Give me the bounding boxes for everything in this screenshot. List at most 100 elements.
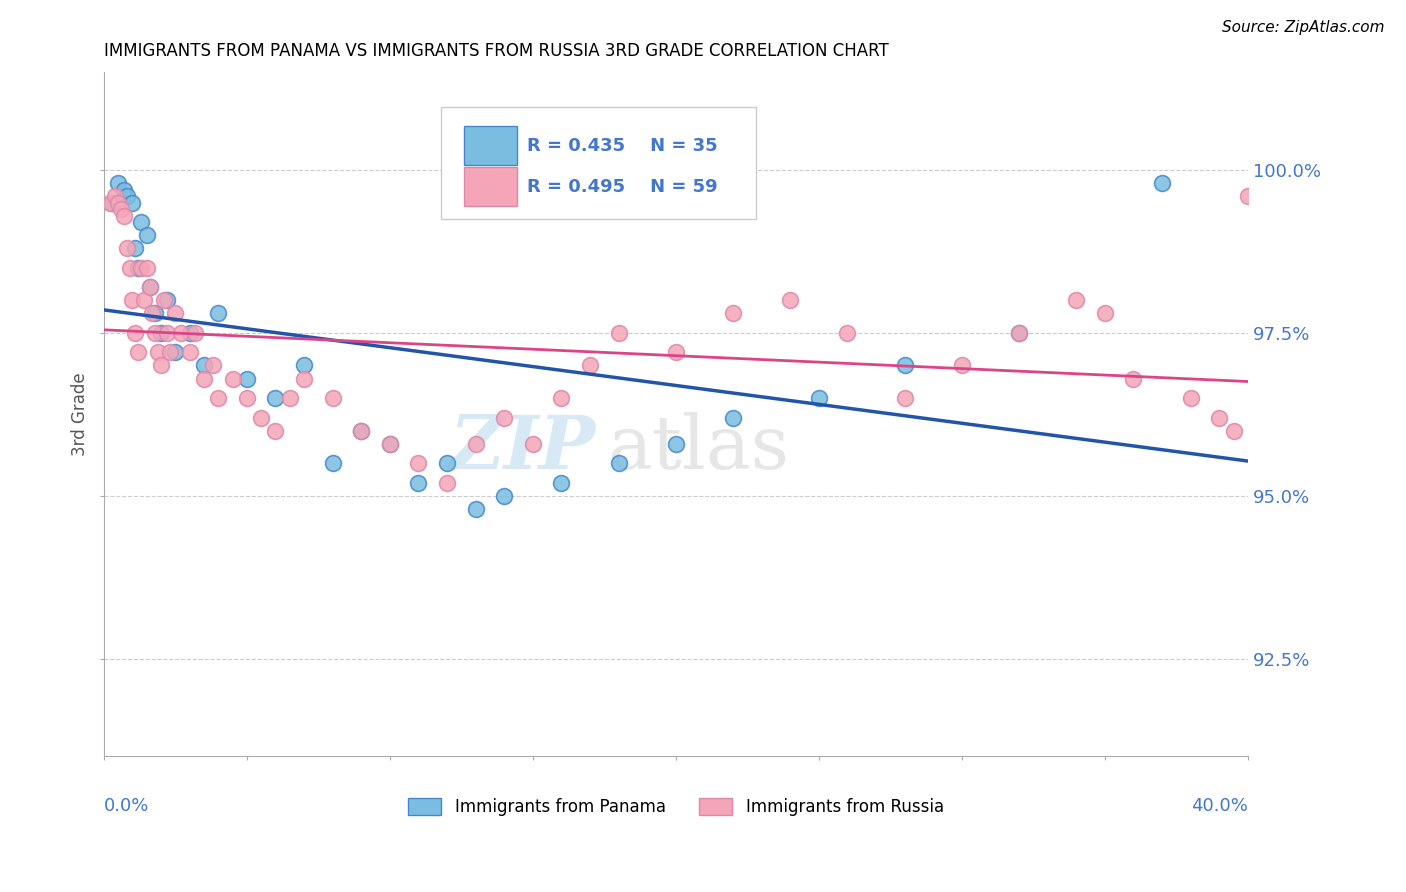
Point	[107, 176, 129, 190]
Point	[179, 345, 201, 359]
Point	[170, 326, 193, 340]
Point	[579, 359, 602, 373]
Point	[464, 436, 486, 450]
FancyBboxPatch shape	[464, 168, 517, 206]
Point	[665, 436, 688, 450]
Text: atlas: atlas	[607, 412, 789, 485]
Point	[124, 241, 146, 255]
Point	[121, 293, 143, 308]
Point	[807, 391, 830, 405]
Point	[127, 345, 149, 359]
Point	[1237, 189, 1260, 203]
Point	[408, 475, 430, 490]
Point	[607, 326, 630, 340]
Point	[179, 326, 201, 340]
Text: R = 0.435    N = 35: R = 0.435 N = 35	[527, 136, 717, 154]
Point	[408, 456, 430, 470]
Text: IMMIGRANTS FROM PANAMA VS IMMIGRANTS FROM RUSSIA 3RD GRADE CORRELATION CHART: IMMIGRANTS FROM PANAMA VS IMMIGRANTS FRO…	[104, 42, 889, 60]
Point	[950, 359, 973, 373]
FancyBboxPatch shape	[464, 127, 517, 165]
Point	[193, 359, 215, 373]
Point	[118, 260, 141, 275]
Point	[121, 195, 143, 210]
Point	[143, 326, 166, 340]
Point	[436, 456, 458, 470]
Point	[138, 280, 160, 294]
Point	[193, 371, 215, 385]
Point	[107, 195, 129, 210]
Point	[278, 391, 301, 405]
Point	[1208, 410, 1230, 425]
Point	[1150, 176, 1173, 190]
Point	[115, 189, 138, 203]
Point	[141, 306, 163, 320]
Point	[550, 475, 572, 490]
Point	[207, 306, 229, 320]
Point	[207, 391, 229, 405]
Text: 0.0%: 0.0%	[104, 797, 149, 815]
Point	[146, 345, 169, 359]
Point	[236, 391, 259, 405]
Point	[1222, 424, 1244, 438]
Point	[143, 306, 166, 320]
Text: ZIP: ZIP	[450, 412, 596, 484]
Point	[115, 241, 138, 255]
Point	[236, 371, 259, 385]
Point	[436, 475, 458, 490]
Point	[893, 359, 915, 373]
Point	[110, 202, 132, 217]
Point	[494, 410, 516, 425]
Point	[350, 424, 373, 438]
Point	[264, 424, 287, 438]
Point	[1122, 371, 1144, 385]
Point	[378, 436, 401, 450]
Point	[153, 293, 176, 308]
Point	[464, 501, 486, 516]
Point	[165, 345, 187, 359]
Point	[132, 293, 155, 308]
Point	[221, 371, 243, 385]
Point	[135, 260, 157, 275]
Point	[135, 228, 157, 243]
Point	[159, 345, 181, 359]
Point	[129, 215, 152, 229]
Point	[378, 436, 401, 450]
Point	[721, 410, 744, 425]
Point	[201, 359, 224, 373]
Point	[292, 371, 315, 385]
Point	[129, 260, 152, 275]
Point	[184, 326, 207, 340]
Point	[112, 209, 135, 223]
Point	[1064, 293, 1087, 308]
Y-axis label: 3rd Grade: 3rd Grade	[72, 373, 89, 456]
Point	[550, 391, 572, 405]
Point	[127, 260, 149, 275]
Text: Source: ZipAtlas.com: Source: ZipAtlas.com	[1222, 20, 1385, 35]
Point	[322, 391, 344, 405]
Point	[165, 306, 187, 320]
Point	[779, 293, 801, 308]
Point	[494, 489, 516, 503]
Point	[350, 424, 373, 438]
Text: R = 0.495    N = 59: R = 0.495 N = 59	[527, 178, 717, 195]
Point	[665, 345, 688, 359]
Point	[104, 189, 127, 203]
Point	[156, 326, 179, 340]
Point	[837, 326, 859, 340]
Point	[292, 359, 315, 373]
Point	[1008, 326, 1031, 340]
Point	[98, 195, 121, 210]
Point	[250, 410, 273, 425]
Point	[721, 306, 744, 320]
Point	[1008, 326, 1031, 340]
Point	[138, 280, 160, 294]
Point	[322, 456, 344, 470]
Point	[264, 391, 287, 405]
Point	[1094, 306, 1116, 320]
Legend: Immigrants from Panama, Immigrants from Russia: Immigrants from Panama, Immigrants from …	[401, 791, 950, 823]
FancyBboxPatch shape	[441, 107, 756, 219]
Point	[150, 359, 173, 373]
Point	[101, 195, 124, 210]
Point	[1180, 391, 1202, 405]
Point	[124, 326, 146, 340]
